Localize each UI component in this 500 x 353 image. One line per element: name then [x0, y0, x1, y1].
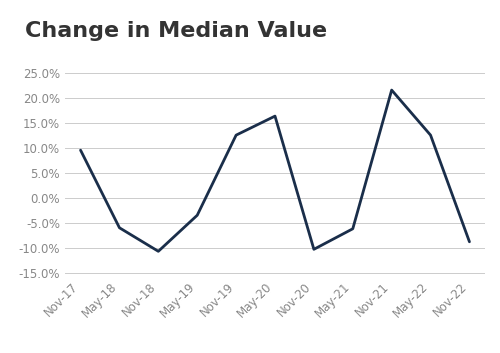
- Text: Change in Median Value: Change in Median Value: [25, 21, 327, 41]
